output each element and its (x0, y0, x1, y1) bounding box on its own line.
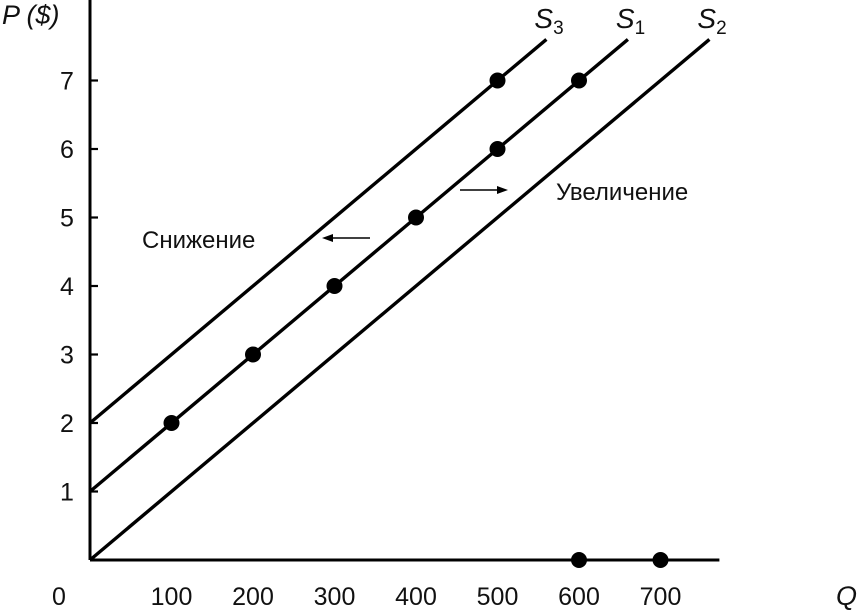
y-tick-label: 7 (60, 68, 74, 96)
point-s1 (408, 209, 424, 226)
y-tick-label: 4 (60, 273, 74, 301)
series-label-s3: S3 (534, 3, 563, 39)
y-tick-label: 3 (60, 342, 74, 370)
decrease-label: Снижение (142, 227, 255, 254)
supply-lines (88, 38, 711, 562)
x-tick-label: 600 (558, 583, 600, 610)
point-s1 (489, 141, 506, 157)
y-tick-label: 6 (60, 136, 74, 164)
x-tick-label: 200 (232, 583, 274, 610)
supply-line-s1 (88, 38, 629, 493)
x-tick-label: 300 (314, 583, 356, 610)
increase-annotation: Увеличение (460, 179, 688, 206)
point-s1 (326, 278, 343, 294)
y-axis-title: P ($) (2, 0, 60, 30)
point-s1 (163, 415, 180, 431)
x-tick-label: 100 (151, 583, 193, 610)
increase-arrowhead (497, 186, 508, 194)
tick-labels: 1 2 3 4 5 6 7 100 200 300 400 500 600 700 (60, 68, 681, 610)
axis-marker (652, 552, 669, 568)
series-label-s2: S2 (697, 3, 726, 39)
decrease-annotation: Снижение (142, 227, 370, 254)
axes (88, 0, 720, 562)
supply-line-s2 (88, 38, 711, 562)
origin-label: 0 (52, 583, 66, 610)
series-label-s1: S1 (616, 3, 645, 39)
increase-label: Увеличение (556, 179, 688, 206)
y-tick-label: 5 (60, 205, 74, 233)
y-tick-label: 2 (60, 410, 74, 438)
point-s1 (571, 72, 587, 89)
x-tick-label: 700 (640, 583, 682, 610)
point-s1 (245, 346, 261, 363)
axis-marker (571, 552, 587, 568)
x-tick-label: 400 (395, 583, 437, 610)
supply-line-s3 (88, 38, 548, 425)
decrease-arrowhead (322, 234, 333, 242)
series-labels: S3 S1 S2 (534, 3, 726, 39)
y-tick-label: 1 (60, 479, 74, 507)
x-tick-label: 500 (477, 583, 519, 610)
point-s3 (489, 72, 506, 89)
x-axis-title: Q (836, 581, 857, 610)
data-points (163, 72, 669, 568)
